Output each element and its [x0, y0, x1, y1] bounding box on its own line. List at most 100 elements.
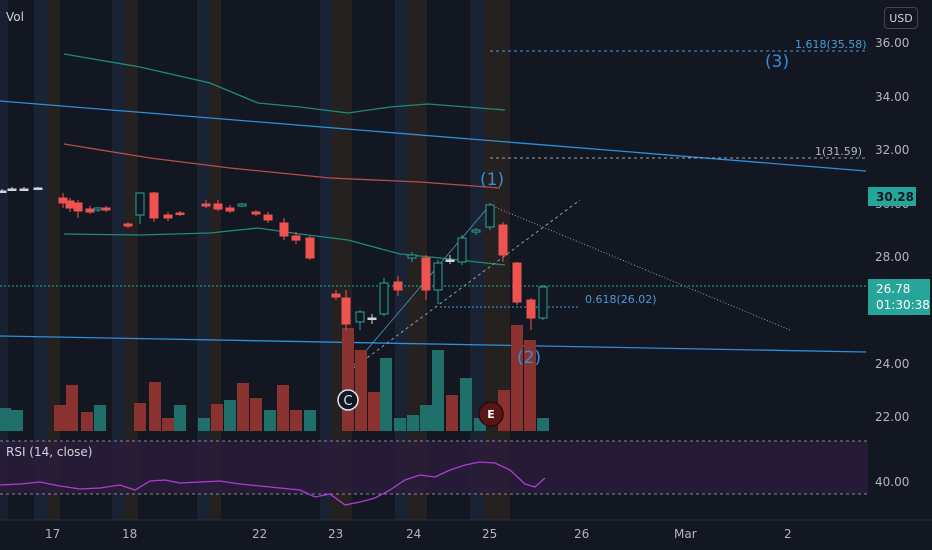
candle-body — [421, 257, 431, 291]
time-tick: 23 — [328, 527, 343, 541]
current-price-badge: 26.78 01:30:38 — [868, 279, 930, 315]
candle-body — [163, 214, 173, 219]
candle-body — [73, 202, 83, 212]
fib-lines — [347, 50, 868, 373]
volume-bar — [394, 418, 406, 431]
candle-body — [457, 237, 467, 263]
wave-2-label: (2) — [517, 348, 541, 368]
candle-body — [19, 188, 29, 191]
price-tick: 34.00 — [875, 90, 909, 104]
candle-body — [485, 204, 495, 228]
candle-body — [407, 254, 417, 259]
volume-bar — [149, 382, 161, 431]
candle-body — [135, 192, 145, 216]
time-tick: 25 — [482, 527, 497, 541]
candle-body — [305, 237, 315, 259]
candlesticks — [0, 187, 548, 330]
currency-button[interactable]: USD — [884, 7, 918, 29]
candle-body — [225, 207, 235, 212]
time-tick: Mar — [674, 527, 697, 541]
candle-body — [149, 192, 159, 219]
candle-body — [538, 286, 548, 319]
volume-bar — [277, 385, 289, 431]
price-axis[interactable]: 36.00 34.00 32.00 30.00 28.00 24.00 22.0… — [875, 36, 909, 489]
candle-body — [201, 203, 211, 207]
candle-body — [433, 262, 443, 291]
svg-text:C: C — [343, 394, 352, 409]
volume-bar — [237, 383, 249, 431]
volume-bar — [81, 412, 93, 431]
price-tick: 36.00 — [875, 36, 909, 50]
candle-body — [379, 282, 389, 315]
fib-level-1618: 1.618(35.58) — [795, 38, 867, 51]
volume-bar — [0, 408, 11, 431]
volume-bar — [460, 378, 472, 431]
svg-text:01:30:38: 01:30:38 — [876, 298, 930, 312]
last-price-badge: 30.28 — [868, 187, 916, 206]
candle-body — [85, 208, 95, 213]
price-tick: 32.00 — [875, 143, 909, 157]
time-tick: 2 — [784, 527, 792, 541]
svg-text:26.78: 26.78 — [876, 282, 910, 296]
volume-bar — [264, 410, 276, 431]
volume-bar — [511, 325, 523, 431]
time-tick: 24 — [406, 527, 421, 541]
candle-body — [123, 223, 133, 227]
volume-bar — [420, 405, 432, 431]
volume-bar — [304, 410, 316, 431]
volume-bar — [432, 350, 444, 431]
price-tick: 22.00 — [875, 410, 909, 424]
volume-bar — [537, 418, 549, 431]
fib-level-0618: 0.618(26.02) — [585, 293, 657, 306]
volume-bar — [134, 403, 146, 431]
indicator-lines — [0, 53, 867, 353]
time-tick: 17 — [45, 527, 60, 541]
volume-bar — [355, 350, 367, 431]
volume-bar — [250, 398, 262, 431]
candle-body — [33, 187, 43, 190]
candle-body — [471, 229, 481, 233]
rsi-pane — [0, 441, 868, 494]
volume-bar — [224, 400, 236, 431]
time-tick: 26 — [574, 527, 589, 541]
candle-body — [101, 207, 111, 211]
volume-bar — [11, 410, 23, 431]
candle-body — [65, 200, 75, 209]
candle-body — [445, 259, 455, 262]
svg-text:30.28: 30.28 — [876, 190, 914, 204]
candle-body — [331, 293, 341, 298]
rsi-line — [0, 461, 546, 506]
wave-c-marker[interactable]: C — [337, 389, 359, 411]
volume-bar — [524, 340, 536, 431]
candle-body — [498, 224, 508, 256]
candle-body — [237, 203, 247, 207]
time-tick: 22 — [252, 527, 267, 541]
volume-bar — [407, 415, 419, 431]
svg-text:E: E — [487, 408, 495, 421]
time-axis[interactable]: 17 18 22 23 24 25 26 Mar 2 — [0, 519, 932, 541]
candle-body — [279, 222, 289, 237]
earnings-marker[interactable]: E — [478, 401, 504, 427]
rsi-axis-value: 40.00 — [875, 475, 909, 489]
volume-label: Vol — [6, 10, 24, 24]
volume-bar — [94, 405, 106, 431]
volume-bar — [290, 410, 302, 431]
volume-bar — [342, 328, 354, 431]
candle-body — [175, 212, 185, 215]
candle-body — [251, 211, 261, 215]
volume-bar — [54, 405, 66, 431]
fib-level-1: 1(31.59) — [815, 145, 862, 158]
price-tick: 28.00 — [875, 250, 909, 264]
time-tick: 18 — [122, 527, 137, 541]
candle-body — [367, 317, 377, 320]
rsi-label[interactable]: RSI (14, close) — [6, 445, 93, 459]
price-tick: 24.00 — [875, 357, 909, 371]
volume-bars — [0, 325, 549, 431]
candle-body — [263, 214, 273, 221]
candle-body — [7, 188, 17, 191]
volume-bar — [446, 395, 458, 431]
candle-body — [393, 281, 403, 291]
wave-3-label: (3) — [765, 52, 789, 72]
candle-body — [512, 262, 522, 303]
